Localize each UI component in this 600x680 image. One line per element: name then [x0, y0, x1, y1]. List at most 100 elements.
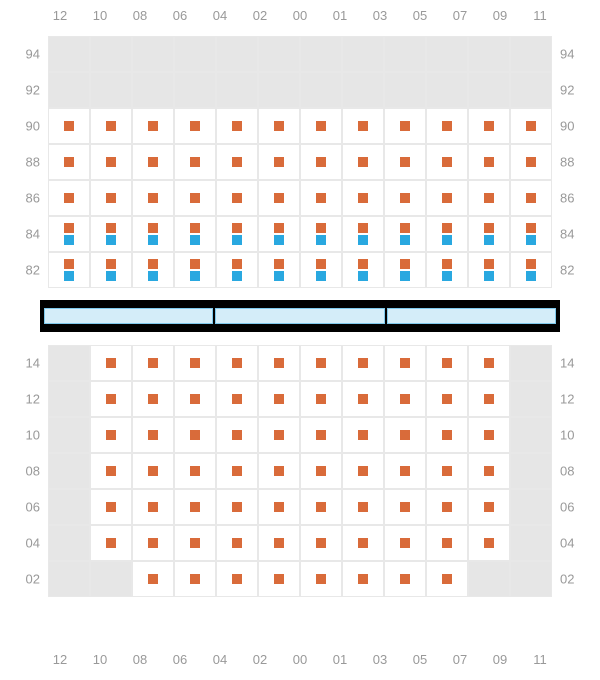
seat-cell[interactable]	[426, 144, 468, 180]
seat-cell[interactable]	[384, 345, 426, 381]
seat-cell[interactable]	[300, 252, 342, 288]
seat-cell[interactable]	[468, 525, 510, 561]
seat-cell[interactable]	[174, 453, 216, 489]
seat-cell[interactable]	[258, 525, 300, 561]
seat-cell[interactable]	[342, 525, 384, 561]
seat-cell[interactable]	[90, 489, 132, 525]
seat-cell[interactable]	[468, 216, 510, 252]
seat-cell[interactable]	[216, 252, 258, 288]
seat-cell[interactable]	[258, 489, 300, 525]
seat-cell[interactable]	[48, 252, 90, 288]
seat-cell[interactable]	[384, 381, 426, 417]
seat-cell[interactable]	[216, 417, 258, 453]
seat-cell[interactable]	[258, 417, 300, 453]
seat-cell[interactable]	[258, 453, 300, 489]
seat-cell[interactable]	[426, 561, 468, 597]
seat-cell[interactable]	[300, 381, 342, 417]
seat-cell[interactable]	[468, 489, 510, 525]
seat-cell[interactable]	[258, 252, 300, 288]
seat-cell[interactable]	[48, 144, 90, 180]
seat-cell[interactable]	[342, 180, 384, 216]
seat-cell[interactable]	[384, 453, 426, 489]
seat-cell[interactable]	[216, 489, 258, 525]
seat-cell[interactable]	[300, 216, 342, 252]
seat-cell[interactable]	[342, 144, 384, 180]
seat-cell[interactable]	[90, 108, 132, 144]
seat-cell[interactable]	[384, 144, 426, 180]
seat-cell[interactable]	[90, 453, 132, 489]
seat-cell[interactable]	[258, 216, 300, 252]
seat-cell[interactable]	[216, 453, 258, 489]
seat-cell[interactable]	[342, 108, 384, 144]
seat-cell[interactable]	[258, 180, 300, 216]
seat-cell[interactable]	[342, 453, 384, 489]
seat-cell[interactable]	[132, 144, 174, 180]
seat-cell[interactable]	[426, 252, 468, 288]
seat-cell[interactable]	[468, 144, 510, 180]
seat-cell[interactable]	[132, 216, 174, 252]
seat-cell[interactable]	[174, 108, 216, 144]
seat-cell[interactable]	[216, 381, 258, 417]
seat-cell[interactable]	[132, 417, 174, 453]
seat-cell[interactable]	[300, 489, 342, 525]
seat-cell[interactable]	[132, 252, 174, 288]
seat-cell[interactable]	[90, 216, 132, 252]
seat-cell[interactable]	[174, 144, 216, 180]
seat-cell[interactable]	[174, 216, 216, 252]
seat-cell[interactable]	[342, 252, 384, 288]
seat-cell[interactable]	[216, 561, 258, 597]
seat-cell[interactable]	[342, 417, 384, 453]
seat-cell[interactable]	[174, 381, 216, 417]
seat-cell[interactable]	[342, 381, 384, 417]
seat-cell[interactable]	[426, 381, 468, 417]
seat-cell[interactable]	[384, 108, 426, 144]
seat-cell[interactable]	[90, 381, 132, 417]
seat-cell[interactable]	[468, 108, 510, 144]
seat-cell[interactable]	[426, 180, 468, 216]
seat-cell[interactable]	[510, 180, 552, 216]
seat-cell[interactable]	[132, 525, 174, 561]
seat-cell[interactable]	[258, 144, 300, 180]
seat-cell[interactable]	[510, 108, 552, 144]
seat-cell[interactable]	[300, 180, 342, 216]
seat-cell[interactable]	[258, 381, 300, 417]
seat-cell[interactable]	[132, 489, 174, 525]
seat-cell[interactable]	[468, 381, 510, 417]
seat-cell[interactable]	[300, 525, 342, 561]
seat-cell[interactable]	[342, 345, 384, 381]
seat-cell[interactable]	[384, 525, 426, 561]
seat-cell[interactable]	[90, 144, 132, 180]
seat-cell[interactable]	[384, 561, 426, 597]
seat-cell[interactable]	[174, 489, 216, 525]
seat-cell[interactable]	[258, 561, 300, 597]
seat-cell[interactable]	[132, 108, 174, 144]
seat-cell[interactable]	[300, 144, 342, 180]
seat-cell[interactable]	[384, 252, 426, 288]
seat-cell[interactable]	[90, 525, 132, 561]
seat-cell[interactable]	[300, 453, 342, 489]
seat-cell[interactable]	[510, 216, 552, 252]
seat-cell[interactable]	[300, 417, 342, 453]
seat-cell[interactable]	[132, 381, 174, 417]
seat-cell[interactable]	[90, 345, 132, 381]
seat-cell[interactable]	[48, 180, 90, 216]
seat-cell[interactable]	[132, 345, 174, 381]
seat-cell[interactable]	[510, 144, 552, 180]
seat-cell[interactable]	[216, 144, 258, 180]
seat-cell[interactable]	[468, 453, 510, 489]
seat-cell[interactable]	[90, 180, 132, 216]
seat-cell[interactable]	[384, 180, 426, 216]
seat-cell[interactable]	[426, 216, 468, 252]
seat-cell[interactable]	[384, 417, 426, 453]
seat-cell[interactable]	[174, 525, 216, 561]
seat-cell[interactable]	[258, 108, 300, 144]
seat-cell[interactable]	[216, 345, 258, 381]
seat-cell[interactable]	[216, 180, 258, 216]
seat-cell[interactable]	[384, 216, 426, 252]
seat-cell[interactable]	[426, 525, 468, 561]
seat-cell[interactable]	[132, 453, 174, 489]
seat-cell[interactable]	[174, 345, 216, 381]
seat-cell[interactable]	[174, 417, 216, 453]
seat-cell[interactable]	[468, 180, 510, 216]
seat-cell[interactable]	[216, 216, 258, 252]
